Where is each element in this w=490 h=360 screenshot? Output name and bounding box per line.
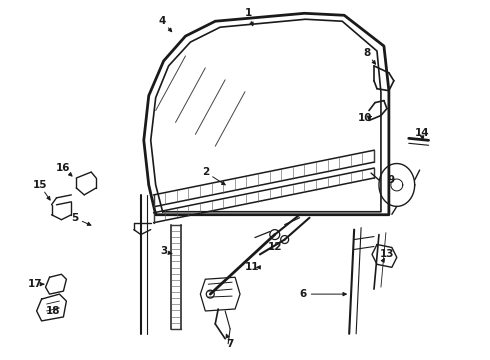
Text: 13: 13 — [380, 249, 394, 260]
Text: 8: 8 — [364, 48, 370, 58]
Text: 18: 18 — [46, 306, 61, 316]
Text: 2: 2 — [202, 167, 209, 177]
Text: 10: 10 — [358, 113, 372, 123]
Text: 6: 6 — [299, 289, 306, 299]
Text: 12: 12 — [268, 243, 282, 252]
Text: 1: 1 — [245, 8, 251, 18]
Text: 3: 3 — [160, 247, 167, 256]
Text: 17: 17 — [27, 279, 42, 289]
Text: 5: 5 — [71, 213, 78, 223]
Text: 9: 9 — [387, 175, 394, 185]
Text: 7: 7 — [226, 339, 234, 349]
Polygon shape — [200, 277, 240, 311]
Text: 11: 11 — [245, 262, 259, 272]
Text: 16: 16 — [56, 163, 71, 173]
Text: 4: 4 — [159, 16, 166, 26]
Text: 14: 14 — [415, 129, 429, 138]
Text: 15: 15 — [32, 180, 47, 190]
